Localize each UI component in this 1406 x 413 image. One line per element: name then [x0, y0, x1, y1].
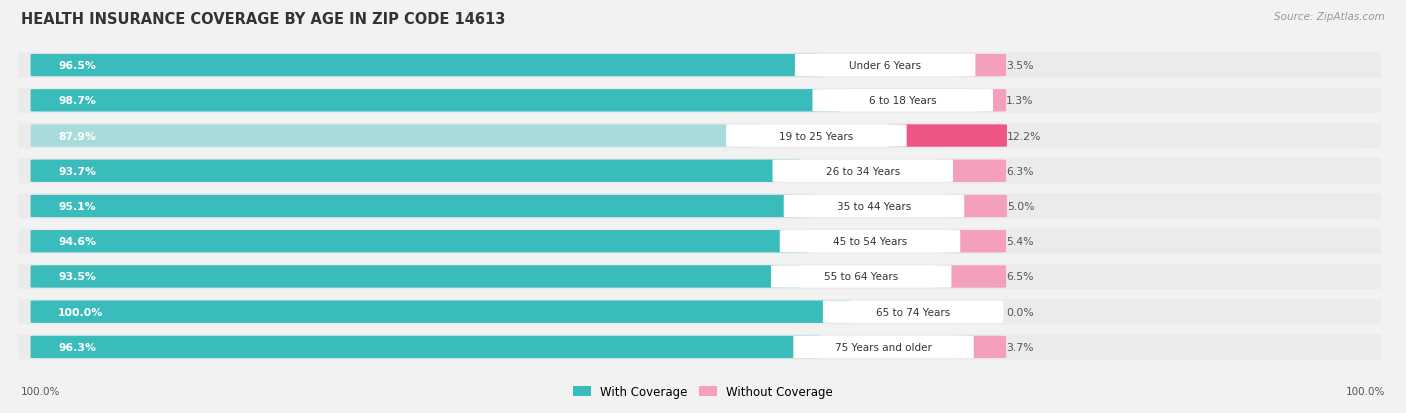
- FancyBboxPatch shape: [31, 301, 852, 323]
- Text: 93.5%: 93.5%: [58, 272, 96, 282]
- FancyBboxPatch shape: [18, 53, 1381, 78]
- FancyBboxPatch shape: [725, 125, 907, 147]
- FancyBboxPatch shape: [794, 55, 976, 77]
- FancyBboxPatch shape: [780, 230, 960, 253]
- FancyBboxPatch shape: [783, 195, 965, 218]
- FancyBboxPatch shape: [31, 195, 813, 218]
- Text: 96.3%: 96.3%: [58, 342, 96, 352]
- FancyBboxPatch shape: [18, 229, 1381, 254]
- Text: 19 to 25 Years: 19 to 25 Years: [779, 131, 853, 141]
- FancyBboxPatch shape: [887, 125, 1007, 147]
- FancyBboxPatch shape: [770, 266, 952, 288]
- Text: 95.1%: 95.1%: [58, 202, 96, 211]
- Text: HEALTH INSURANCE COVERAGE BY AGE IN ZIP CODE 14613: HEALTH INSURANCE COVERAGE BY AGE IN ZIP …: [21, 12, 506, 27]
- FancyBboxPatch shape: [31, 160, 801, 183]
- Text: 0.0%: 0.0%: [1007, 307, 1033, 317]
- Text: 1.3%: 1.3%: [1007, 96, 1033, 106]
- Text: 6.3%: 6.3%: [1007, 166, 1033, 176]
- FancyBboxPatch shape: [932, 266, 1007, 288]
- Text: 75 Years and older: 75 Years and older: [835, 342, 932, 352]
- FancyBboxPatch shape: [974, 90, 1007, 112]
- FancyBboxPatch shape: [18, 335, 1381, 360]
- FancyBboxPatch shape: [823, 301, 1004, 323]
- Text: 100.0%: 100.0%: [58, 307, 104, 317]
- FancyBboxPatch shape: [793, 336, 974, 358]
- Text: 96.5%: 96.5%: [58, 61, 96, 71]
- FancyBboxPatch shape: [31, 230, 808, 253]
- FancyBboxPatch shape: [941, 230, 1007, 253]
- FancyBboxPatch shape: [18, 194, 1381, 219]
- Text: Under 6 Years: Under 6 Years: [849, 61, 921, 71]
- FancyBboxPatch shape: [934, 160, 1007, 183]
- FancyBboxPatch shape: [18, 159, 1381, 184]
- Text: 6 to 18 Years: 6 to 18 Years: [869, 96, 936, 106]
- FancyBboxPatch shape: [956, 55, 1007, 77]
- Text: 65 to 74 Years: 65 to 74 Years: [876, 307, 950, 317]
- Text: 35 to 44 Years: 35 to 44 Years: [837, 202, 911, 211]
- Text: 87.9%: 87.9%: [58, 131, 96, 141]
- FancyBboxPatch shape: [31, 336, 823, 358]
- Text: 94.6%: 94.6%: [58, 237, 96, 247]
- FancyBboxPatch shape: [31, 55, 824, 77]
- Text: 55 to 64 Years: 55 to 64 Years: [824, 272, 898, 282]
- Text: 100.0%: 100.0%: [1346, 387, 1385, 396]
- FancyBboxPatch shape: [18, 264, 1381, 290]
- FancyBboxPatch shape: [18, 299, 1381, 325]
- Text: 26 to 34 Years: 26 to 34 Years: [825, 166, 900, 176]
- Text: 3.5%: 3.5%: [1007, 61, 1033, 71]
- Text: 98.7%: 98.7%: [58, 96, 96, 106]
- FancyBboxPatch shape: [31, 266, 800, 288]
- Text: 100.0%: 100.0%: [21, 387, 60, 396]
- Legend: With Coverage, Without Coverage: With Coverage, Without Coverage: [568, 381, 838, 403]
- FancyBboxPatch shape: [955, 336, 1007, 358]
- Text: 6.5%: 6.5%: [1007, 272, 1033, 282]
- FancyBboxPatch shape: [945, 195, 1007, 218]
- FancyBboxPatch shape: [813, 90, 993, 112]
- Text: 45 to 54 Years: 45 to 54 Years: [832, 237, 907, 247]
- Text: 12.2%: 12.2%: [1007, 131, 1042, 141]
- FancyBboxPatch shape: [18, 88, 1381, 114]
- Text: 5.0%: 5.0%: [1007, 202, 1035, 211]
- FancyBboxPatch shape: [31, 125, 755, 147]
- Text: 93.7%: 93.7%: [58, 166, 96, 176]
- Text: 5.4%: 5.4%: [1007, 237, 1033, 247]
- FancyBboxPatch shape: [31, 90, 841, 112]
- FancyBboxPatch shape: [772, 160, 953, 183]
- FancyBboxPatch shape: [18, 123, 1381, 149]
- Text: 3.7%: 3.7%: [1007, 342, 1033, 352]
- Text: Source: ZipAtlas.com: Source: ZipAtlas.com: [1274, 12, 1385, 22]
